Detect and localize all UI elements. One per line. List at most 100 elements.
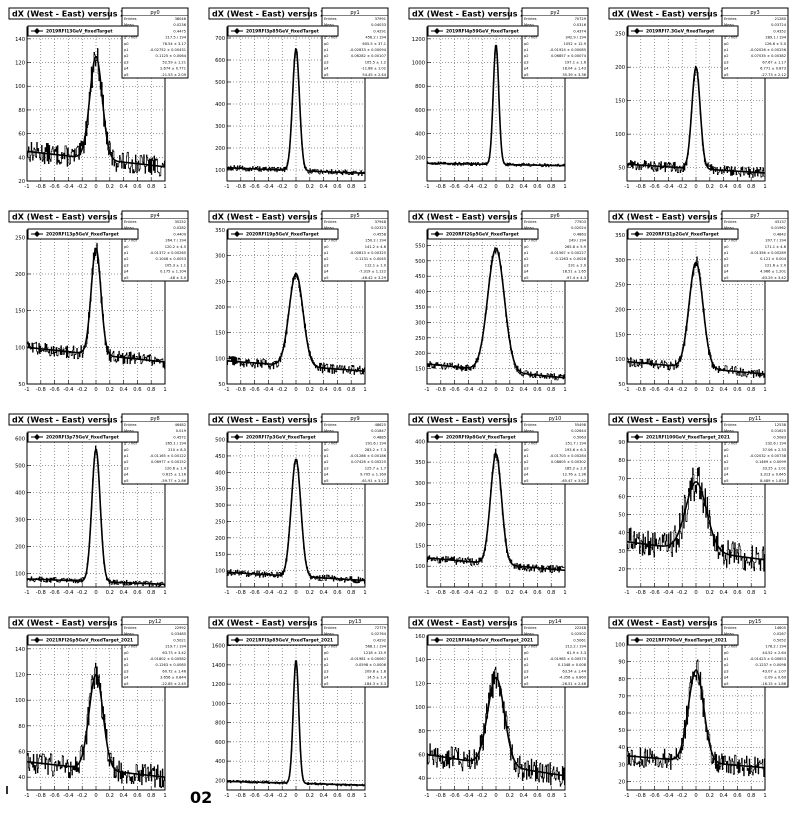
x-tick-label: 0 — [694, 184, 697, 190]
x-tick-label: 0.8 — [747, 590, 755, 596]
stats-box — [721, 7, 789, 79]
stats-key: χ² / ndf — [524, 645, 538, 649]
stats-box — [521, 7, 589, 79]
legend-entry: 2020RFI3p75GeV_fixedTarget — [46, 435, 119, 441]
stats-key: χ² / ndf — [324, 239, 338, 243]
stats-key: Entries — [524, 220, 537, 224]
chart-title: dX (West - East) versus Z — [212, 213, 326, 222]
y-tick-label: 120 — [15, 673, 25, 679]
stats-value: 55498 — [575, 423, 587, 427]
stats-value: 0.04033 — [371, 23, 386, 27]
stats-key: p4 — [124, 270, 129, 274]
stats-key: p3 — [524, 60, 529, 64]
x-tick-label: -0.8 — [36, 184, 46, 190]
chart-title: dX (West - East) versus Z — [612, 213, 726, 222]
x-tick-label: -0.6 — [450, 184, 460, 190]
histogram-series — [27, 662, 165, 789]
stats-value: -11.88 ± 1.02 — [361, 67, 386, 71]
stats-key: Entries — [524, 423, 537, 427]
x-tick-label: 0.6 — [333, 793, 341, 799]
stats-key: p5 — [124, 276, 129, 280]
stats-key: p4 — [324, 67, 329, 71]
y-tick-label: 350 — [415, 305, 425, 311]
x-tick-label: -0.6 — [650, 184, 660, 190]
stats-box — [521, 210, 589, 282]
stats-key: p0 — [124, 651, 129, 655]
x-tick-label: 0.4 — [519, 184, 528, 190]
legend-entry: 2020RFI13p5GeV_fixedTarget — [46, 232, 119, 238]
stats-key: p3 — [124, 466, 129, 470]
stats-key: χ² / ndf — [124, 442, 138, 446]
stats-box — [321, 616, 389, 688]
y-tick-label: 450 — [415, 274, 425, 280]
x-tick-label: 1 — [163, 793, 166, 799]
stats-value: -46.42 ± 3.29 — [361, 276, 387, 280]
x-tick-label: -0.8 — [236, 590, 246, 596]
x-tick-label: 0.4 — [319, 184, 328, 190]
fit-curve — [427, 44, 565, 167]
chart-svg: -1 -0.8 -0.6 -0.4 -0.2 0 0.2 0.4 0.6 0.8 120040060… — [208, 616, 389, 799]
stats-key: p0 — [124, 245, 129, 249]
x-tick-label: -0.4 — [263, 793, 274, 799]
plot-pad-py10: -1 -0.8 -0.6 -0.4 -0.2 0 0.2 0.4 0.6 0.8 1 100 150 20… — [400, 411, 600, 614]
x-tick-label: -0.2 — [477, 387, 487, 393]
x-tick-label: -0.8 — [236, 184, 246, 190]
y-tick-label: 50 — [618, 513, 625, 519]
stats-value: -0.02032 ± 0.00738 — [750, 454, 787, 458]
x-tick-label: -0.4 — [263, 590, 274, 596]
stats-value: 0.07035 ± 0.00382 — [751, 54, 786, 58]
fit-curve — [427, 453, 565, 572]
legend-entry: 2021RFI44p5GeV_fixedTarget_2021 — [446, 638, 533, 644]
stats-value: 250.2 / 194 — [365, 239, 386, 243]
x-tick-label: 0.6 — [333, 590, 341, 596]
x-tick-label: -0.6 — [450, 793, 460, 799]
y-tick-label: 20 — [618, 779, 625, 785]
stats-box — [121, 210, 189, 282]
title-box — [208, 616, 310, 629]
stats-key: p5 — [524, 73, 529, 77]
y-tick-label: 50 — [218, 382, 225, 388]
stats-value: -0.01802 ± 0.00582 — [150, 657, 186, 661]
x-tick-label: 1 — [363, 387, 366, 393]
stats-value: -0.01356 ± 0.00289 — [750, 251, 787, 255]
legend-diamond-icon — [634, 28, 640, 34]
legend-entry: 2019RFI4p59GeV_fixedTarget — [446, 29, 519, 35]
stats-value: -26.51 ± 2.48 — [561, 682, 587, 686]
fit-curve — [27, 673, 165, 778]
y-tick-label: 200 — [415, 155, 425, 161]
y-tick-label: 100 — [15, 345, 25, 351]
y-tick-label: 100 — [415, 564, 425, 570]
title-box — [608, 210, 710, 223]
x-tick-label: -0.2 — [677, 184, 687, 190]
stats-key: p5 — [524, 479, 529, 483]
y-tick-label: 300 — [215, 254, 225, 260]
x-tick-label: -1 — [224, 184, 229, 190]
legend-entry: 2019RFI3p85GeV_fixedTarget — [246, 29, 319, 35]
stats-value: 72779 — [375, 626, 387, 630]
x-tick-label: -0.4 — [63, 184, 74, 190]
x-tick-label: 0.4 — [319, 793, 328, 799]
stats-key: p1 — [124, 657, 129, 661]
stats-value: 141.2 ± 4.6 — [365, 245, 387, 249]
stats-value: 67.67 ± 1.17 — [762, 60, 786, 64]
stats-key: p5 — [324, 276, 329, 280]
plot-pad-py1: -1 -0.8 -0.6 -0.4 -0.2 0 0.2 0.4 0.6 0.8 1 100 200 30… — [200, 5, 400, 208]
stats-value: -0.01981 ± 0.00067 — [350, 657, 386, 661]
x-tick-label: 0.8 — [547, 590, 555, 596]
y-tick-label: 100 — [615, 132, 625, 138]
stats-key: p2 — [724, 54, 729, 58]
y-tick-label: 60 — [418, 752, 425, 758]
x-tick-label: -0.8 — [636, 387, 646, 393]
stats-box-name: py8 — [150, 416, 159, 422]
legend-entry: 2020RFI26p5GeV_fixedTarget — [446, 232, 519, 238]
x-tick-label: -0.4 — [663, 387, 674, 393]
x-tick-label: 0.4 — [719, 387, 728, 393]
legend-box — [427, 228, 539, 240]
x-tick-label: 0 — [494, 184, 497, 190]
plot-pad-py5: -1 -0.8 -0.6 -0.4 -0.2 0 0.2 0.4 0.6 0.8 1 50 100 150… — [200, 208, 400, 411]
stats-value: -0.01286 ± 0.00186 — [350, 454, 387, 458]
stats-key: p3 — [524, 263, 529, 267]
x-tick-label: 1 — [163, 590, 166, 596]
stats-value: 0.4842 — [773, 232, 786, 236]
